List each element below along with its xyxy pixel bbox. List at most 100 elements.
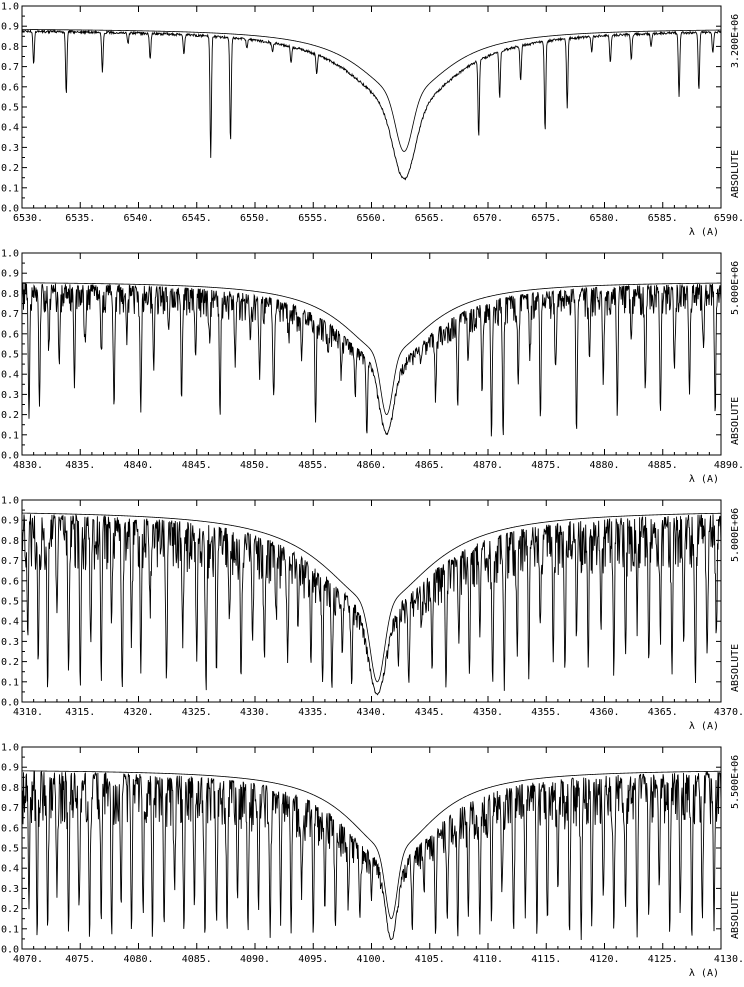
y-tick-label: 0.8 [1, 289, 19, 300]
y-tick-label: 0.6 [1, 82, 19, 93]
y-tick-label: 0.2 [1, 410, 19, 421]
x-tick-label: 6575. [531, 213, 561, 224]
x-tick-label: 4310. [13, 707, 43, 718]
x-tick-label: 6570. [473, 213, 503, 224]
y-tick-label: 0.8 [1, 536, 19, 547]
flux-type-label: ABSOLUTE [730, 891, 741, 939]
model-spectrum-line [21, 770, 721, 920]
y-tick-label: 0.5 [1, 844, 19, 855]
x-tick-label: 4105. [415, 954, 445, 965]
y-tick-label: 1.0 [1, 743, 19, 754]
x-tick-label: 4330. [240, 707, 270, 718]
x-tick-label: 4335. [298, 707, 328, 718]
x-tick-label: 4110. [473, 954, 503, 965]
x-tick-label: 4115. [531, 954, 561, 965]
y-tick-label: 0.0 [1, 945, 19, 956]
x-tick-label: 4830. [13, 460, 43, 471]
x-tick-label: 4880. [589, 460, 619, 471]
spectrum-panel-2: 0.0 0.1 0.2 0.3 0.4 0.5 0.6 0.7 0.8 0.9 1.0 4830. 48… [0, 247, 744, 493]
flux-type-label: ABSOLUTE [730, 150, 741, 198]
observed-spectrum-line [21, 514, 722, 696]
y-tick-label: 0.6 [1, 576, 19, 587]
y-tick-label: 1.0 [1, 249, 19, 260]
x-tick-label: 4070. [13, 954, 43, 965]
observed-spectrum-line [21, 281, 722, 437]
y-tick-label: 0.5 [1, 103, 19, 114]
spectrum-plot-1: 0.0 0.1 0.2 0.3 0.4 0.5 0.6 0.7 0.8 0.9 1.0 6530. 65… [1, 2, 744, 239]
y-tick-label: 0.0 [1, 451, 19, 462]
x-tick-label: 4075. [65, 954, 95, 965]
x-tick-label: 4865. [415, 460, 445, 471]
observed-spectrum-line [21, 770, 722, 941]
spectrum-plot-4: 0.0 0.1 0.2 0.3 0.4 0.5 0.6 0.7 0.8 0.9 1.0 4070. 40… [1, 743, 744, 980]
spectrum-panel-1: 0.0 0.1 0.2 0.3 0.4 0.5 0.6 0.7 0.8 0.9 1.0 6530. 65… [0, 0, 744, 246]
x-tick-label: 6540. [123, 213, 153, 224]
y-tick-label: 0.2 [1, 163, 19, 174]
y-tick-label: 0.0 [1, 204, 19, 215]
spectrum-plot-3: 0.0 0.1 0.2 0.3 0.4 0.5 0.6 0.7 0.8 0.9 1.0 4310. 43… [1, 496, 744, 733]
y-tick-label: 0.7 [1, 309, 19, 320]
y-tick-label: 0.0 [1, 698, 19, 709]
x-tick-label: 4350. [473, 707, 503, 718]
x-tick-label: 6550. [240, 213, 270, 224]
x-tick-label: 4315. [65, 707, 95, 718]
y-tick-label: 0.9 [1, 763, 19, 774]
x-tick-label: 4890. [714, 460, 744, 471]
y-tick-label: 1.0 [1, 2, 19, 13]
x-tick-label: 4845. [182, 460, 212, 471]
y-tick-label: 0.7 [1, 803, 19, 814]
x-tick-label: 4320. [123, 707, 153, 718]
x-tick-label: 4355. [531, 707, 561, 718]
y-tick-label: 0.7 [1, 556, 19, 567]
x-tick-label: 6555. [298, 213, 328, 224]
flux-type-label: ABSOLUTE [730, 644, 741, 692]
y-tick-label: 0.6 [1, 823, 19, 834]
y-tick-label: 0.1 [1, 183, 19, 194]
model-spectrum-line [21, 282, 721, 415]
y-tick-label: 0.3 [1, 884, 19, 895]
y-tick-label: 0.3 [1, 390, 19, 401]
y-tick-label: 0.9 [1, 269, 19, 280]
y-tick-label: 0.2 [1, 657, 19, 668]
x-tick-label: 4855. [298, 460, 328, 471]
y-tick-label: 0.8 [1, 42, 19, 53]
x-tick-label: 4120. [589, 954, 619, 965]
flux-type-label: ABSOLUTE [730, 397, 741, 445]
x-tick-label: 4840. [123, 460, 153, 471]
y-tick-label: 1.0 [1, 496, 19, 507]
scale-factor-label: 5.000E+06 [730, 261, 741, 315]
scale-factor-label: 3.200E+06 [730, 14, 741, 68]
x-tick-label: 4345. [415, 707, 445, 718]
y-tick-label: 0.6 [1, 329, 19, 340]
y-tick-label: 0.7 [1, 62, 19, 73]
spectrum-panel-4: 0.0 0.1 0.2 0.3 0.4 0.5 0.6 0.7 0.8 0.9 1.0 4070. 40… [0, 741, 744, 987]
x-tick-label: 6565. [415, 213, 445, 224]
x-tick-label: 4100. [356, 954, 386, 965]
x-tick-label: 4850. [240, 460, 270, 471]
x-tick-label: 4835. [65, 460, 95, 471]
y-tick-label: 0.3 [1, 637, 19, 648]
x-tick-label: 4860. [356, 460, 386, 471]
x-tick-label: 4360. [589, 707, 619, 718]
y-tick-label: 0.1 [1, 430, 19, 441]
y-tick-label: 0.1 [1, 924, 19, 935]
observed-spectrum-line [21, 28, 722, 181]
x-tick-label: 4085. [182, 954, 212, 965]
model-spectrum-line [21, 29, 721, 152]
x-axis-label: λ (A) [689, 721, 719, 732]
x-tick-label: 4340. [356, 707, 386, 718]
spectrum-panel-3: 0.0 0.1 0.2 0.3 0.4 0.5 0.6 0.7 0.8 0.9 1.0 4310. 43… [0, 494, 744, 740]
x-tick-label: 4130. [714, 954, 744, 965]
x-tick-label: 6590. [714, 213, 744, 224]
x-tick-label: 6585. [648, 213, 678, 224]
x-axis-label: λ (A) [689, 474, 719, 485]
scale-factor-label: 5.500E+06 [730, 755, 741, 809]
model-spectrum-line [21, 512, 722, 683]
y-tick-label: 0.2 [1, 904, 19, 915]
x-tick-label: 4365. [648, 707, 678, 718]
x-tick-label: 4870. [473, 460, 503, 471]
y-tick-label: 0.9 [1, 22, 19, 33]
y-tick-label: 0.4 [1, 370, 19, 381]
y-tick-label: 0.1 [1, 677, 19, 688]
